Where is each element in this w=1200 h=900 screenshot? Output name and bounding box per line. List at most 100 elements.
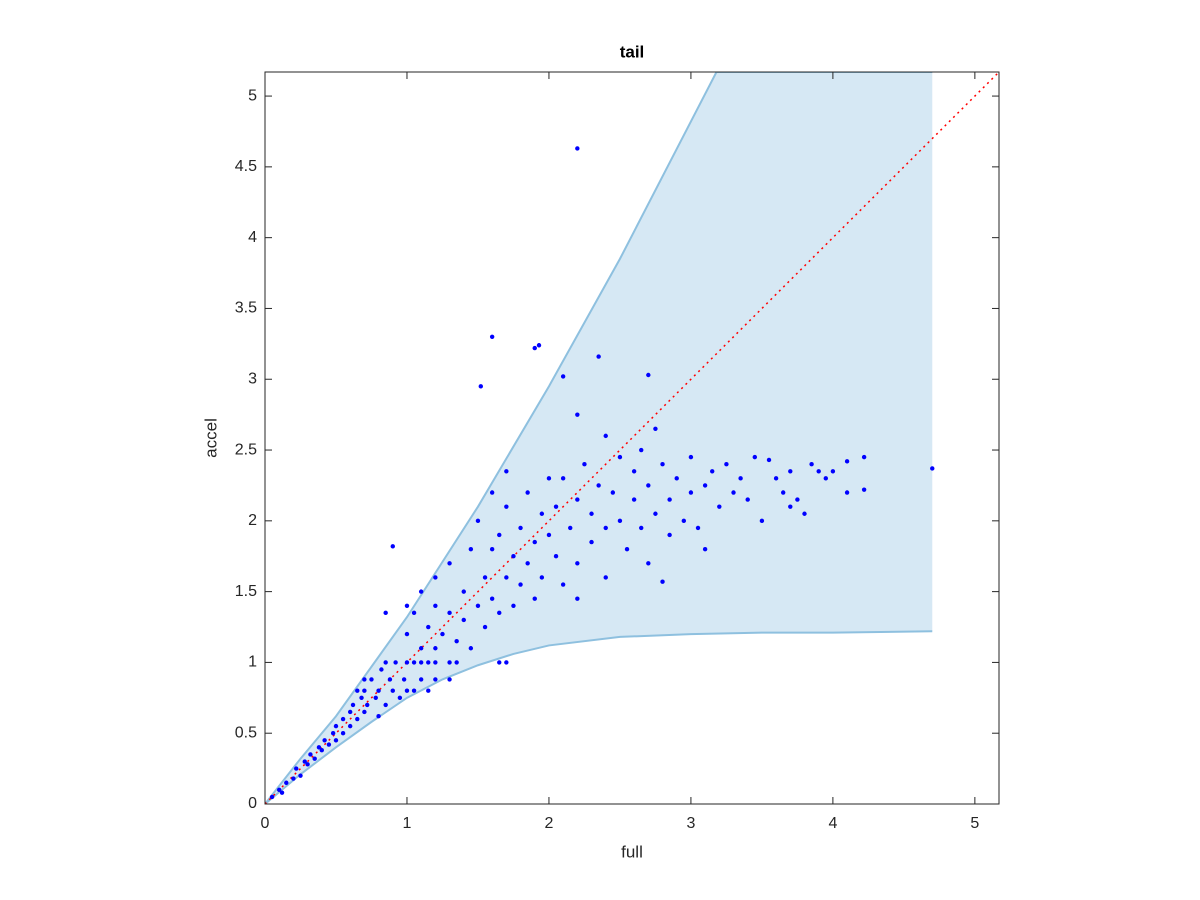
point xyxy=(269,794,275,800)
point xyxy=(447,660,452,665)
point xyxy=(773,476,779,481)
point xyxy=(631,469,637,474)
point xyxy=(365,702,370,708)
y-tick-label: 4 xyxy=(248,229,257,246)
point xyxy=(710,469,715,474)
point xyxy=(362,709,367,715)
point xyxy=(383,660,388,665)
point xyxy=(440,631,445,637)
point xyxy=(646,483,651,488)
point xyxy=(355,688,360,693)
point xyxy=(330,731,336,736)
point xyxy=(489,596,495,601)
point xyxy=(418,589,424,594)
point xyxy=(646,561,651,566)
point xyxy=(653,511,658,516)
y-tick-label: 4.5 xyxy=(235,158,257,175)
y-tick-label: 1 xyxy=(248,654,257,671)
point xyxy=(575,146,580,151)
point xyxy=(518,582,523,587)
point xyxy=(426,624,431,630)
y-tick-label: 3 xyxy=(248,370,257,387)
point xyxy=(340,731,346,736)
x-tick-label: 3 xyxy=(686,815,695,832)
point xyxy=(478,384,483,389)
point xyxy=(603,525,608,531)
x-axis-label: full xyxy=(621,842,643,861)
point xyxy=(454,660,459,665)
point xyxy=(418,677,424,682)
point xyxy=(411,610,417,616)
point xyxy=(617,518,623,524)
point xyxy=(525,490,530,495)
point xyxy=(560,582,566,587)
point xyxy=(355,716,360,722)
point xyxy=(369,677,374,682)
point xyxy=(702,546,708,552)
point xyxy=(373,695,378,701)
point xyxy=(411,660,417,665)
y-tick-label: 1.5 xyxy=(235,583,257,600)
point xyxy=(379,667,384,672)
point xyxy=(861,454,867,460)
point xyxy=(376,688,381,693)
point xyxy=(426,660,431,665)
point xyxy=(511,603,516,608)
point xyxy=(333,738,339,743)
point xyxy=(802,511,807,516)
point xyxy=(312,756,317,761)
point xyxy=(695,525,701,531)
point xyxy=(404,660,410,665)
point xyxy=(536,343,542,348)
point xyxy=(308,752,313,757)
point xyxy=(291,776,296,781)
point xyxy=(752,454,758,460)
point xyxy=(468,646,474,651)
point xyxy=(823,476,828,481)
point xyxy=(340,716,346,722)
chart-title: tail xyxy=(620,42,645,61)
point xyxy=(553,504,559,509)
point xyxy=(298,773,303,778)
point xyxy=(546,476,552,481)
point xyxy=(525,561,530,566)
y-axis-label: accel xyxy=(201,418,220,458)
point xyxy=(539,575,545,580)
point xyxy=(418,660,424,665)
point xyxy=(359,695,364,701)
point xyxy=(326,742,332,747)
point xyxy=(401,677,407,682)
point xyxy=(305,762,310,767)
point xyxy=(447,561,452,566)
point xyxy=(688,490,694,495)
point xyxy=(781,490,786,495)
point xyxy=(532,539,537,545)
point xyxy=(447,677,452,682)
point xyxy=(816,469,821,474)
band-upper-edge xyxy=(265,72,933,804)
point xyxy=(674,476,679,481)
point xyxy=(411,688,417,693)
point xyxy=(596,354,601,359)
point xyxy=(660,579,665,584)
point xyxy=(575,497,580,502)
point xyxy=(738,476,743,481)
point xyxy=(610,490,616,495)
point xyxy=(397,695,403,701)
point xyxy=(347,723,353,729)
point xyxy=(603,575,608,580)
point xyxy=(830,469,836,474)
point xyxy=(624,546,630,552)
point xyxy=(284,780,289,785)
point xyxy=(589,539,594,545)
point xyxy=(390,688,395,693)
point xyxy=(717,504,722,509)
point xyxy=(582,461,587,467)
y-tick-label: 3.5 xyxy=(235,300,257,317)
point xyxy=(376,714,381,719)
band-area xyxy=(265,72,933,804)
point xyxy=(596,483,601,488)
x-tick-label: 4 xyxy=(828,815,837,832)
point xyxy=(844,490,850,495)
